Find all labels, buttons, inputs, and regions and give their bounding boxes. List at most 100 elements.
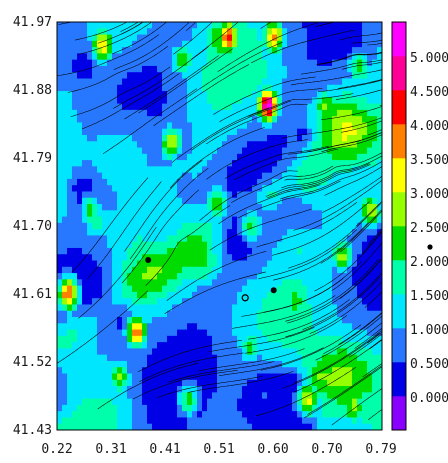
heatmap-cell: [277, 116, 283, 124]
heatmap-cell: [287, 47, 293, 54]
heatmap-cell: [137, 354, 143, 362]
heatmap-cell: [312, 178, 318, 186]
heatmap-cell: [352, 72, 358, 80]
heatmap-cell: [287, 273, 293, 280]
heatmap-cell: [102, 53, 108, 61]
heatmap-cell: [267, 22, 273, 29]
heatmap-cell: [362, 53, 368, 61]
heatmap-cell: [322, 404, 328, 412]
heatmap-cell: [77, 348, 83, 356]
heatmap-cell: [167, 197, 173, 205]
heatmap-cell: [102, 160, 108, 167]
heatmap-cell: [82, 367, 88, 375]
heatmap-cell: [67, 65, 73, 73]
heatmap-cell: [122, 84, 128, 92]
heatmap-cell: [307, 59, 313, 67]
heatmap-cell: [377, 285, 382, 293]
heatmap-cell: [72, 417, 78, 425]
heatmap-cell: [372, 84, 378, 92]
heatmap-cell: [277, 254, 283, 262]
heatmap-cell: [62, 273, 68, 280]
heatmap-cell: [302, 72, 308, 80]
heatmap-cell: [292, 222, 298, 230]
heatmap-cell: [312, 185, 318, 193]
heatmap-cell: [152, 141, 158, 149]
heatmap-cell: [182, 166, 188, 174]
heatmap-cell: [237, 103, 243, 111]
heatmap-cell: [292, 310, 298, 318]
heatmap-cell: [342, 147, 348, 155]
heatmap-cell: [222, 166, 228, 174]
heatmap-cell: [67, 373, 73, 381]
heatmap-cell: [187, 247, 193, 255]
heatmap-cell: [267, 78, 273, 86]
heatmap-cell: [332, 65, 338, 73]
heatmap-cell: [352, 78, 358, 86]
heatmap-cell: [72, 222, 78, 230]
heatmap-cell: [197, 210, 203, 218]
heatmap-cell: [177, 392, 183, 400]
heatmap-cell: [372, 53, 378, 61]
heatmap-cell: [232, 160, 238, 167]
heatmap-cell: [162, 153, 168, 161]
heatmap-cell: [247, 216, 253, 224]
heatmap-cell: [267, 122, 273, 130]
heatmap-cell: [357, 216, 363, 224]
heatmap-cell: [262, 185, 268, 193]
heatmap-cell: [207, 222, 213, 230]
heatmap-cell: [177, 310, 183, 318]
heatmap-cell: [202, 197, 208, 205]
heatmap-cell: [372, 360, 378, 368]
heatmap-cell: [262, 34, 268, 42]
heatmap-cell: [167, 241, 173, 249]
heatmap-cell: [237, 204, 243, 211]
heatmap-cell: [222, 291, 228, 299]
heatmap-cell: [107, 191, 113, 199]
heatmap-cell: [297, 241, 303, 249]
heatmap-cell: [252, 360, 258, 368]
heatmap-cell: [157, 241, 163, 249]
heatmap-cell: [167, 40, 173, 48]
heatmap-cell: [227, 260, 233, 268]
streamline: [169, 127, 265, 189]
heatmap-cell: [102, 285, 108, 293]
heatmap-cell: [112, 254, 118, 262]
heatmap-cell: [292, 197, 298, 205]
heatmap-cell: [197, 191, 203, 199]
heatmap-cell: [92, 116, 98, 124]
heatmap-cell: [347, 65, 353, 73]
heatmap-cell: [207, 417, 213, 425]
heatmap-cell: [277, 34, 283, 42]
heatmap-cell: [117, 122, 123, 130]
heatmap-cell: [337, 329, 343, 337]
heatmap-cell: [147, 398, 153, 406]
heatmap-cell: [187, 91, 193, 98]
heatmap-cell: [342, 423, 348, 430]
heatmap-cell: [132, 116, 138, 124]
heatmap-cell: [57, 222, 63, 230]
heatmap-cell: [347, 323, 353, 331]
heatmap-cell: [212, 229, 218, 237]
heatmap-cell: [342, 28, 348, 36]
heatmap-cell: [62, 72, 68, 80]
heatmap-cell: [302, 22, 308, 29]
heatmap-cell: [287, 241, 293, 249]
heatmap-cell: [252, 386, 258, 393]
heatmap-cell: [267, 47, 273, 54]
heatmap-cell: [312, 273, 318, 280]
heatmap-cell: [357, 304, 363, 312]
heatmap-cell: [302, 28, 308, 36]
heatmap-cell: [92, 53, 98, 61]
heatmap-cell: [307, 222, 313, 230]
heatmap-cell: [292, 65, 298, 73]
heatmap-cell: [242, 160, 248, 167]
heatmap-cell: [277, 47, 283, 54]
heatmap-cell: [282, 417, 288, 425]
heatmap-cell: [77, 222, 83, 230]
heatmap-cell: [302, 379, 308, 387]
heatmap-cell: [122, 279, 128, 287]
heatmap-cell: [117, 210, 123, 218]
heatmap-cell: [282, 254, 288, 262]
heatmap-cell: [202, 417, 208, 425]
heatmap-cell: [332, 185, 338, 193]
